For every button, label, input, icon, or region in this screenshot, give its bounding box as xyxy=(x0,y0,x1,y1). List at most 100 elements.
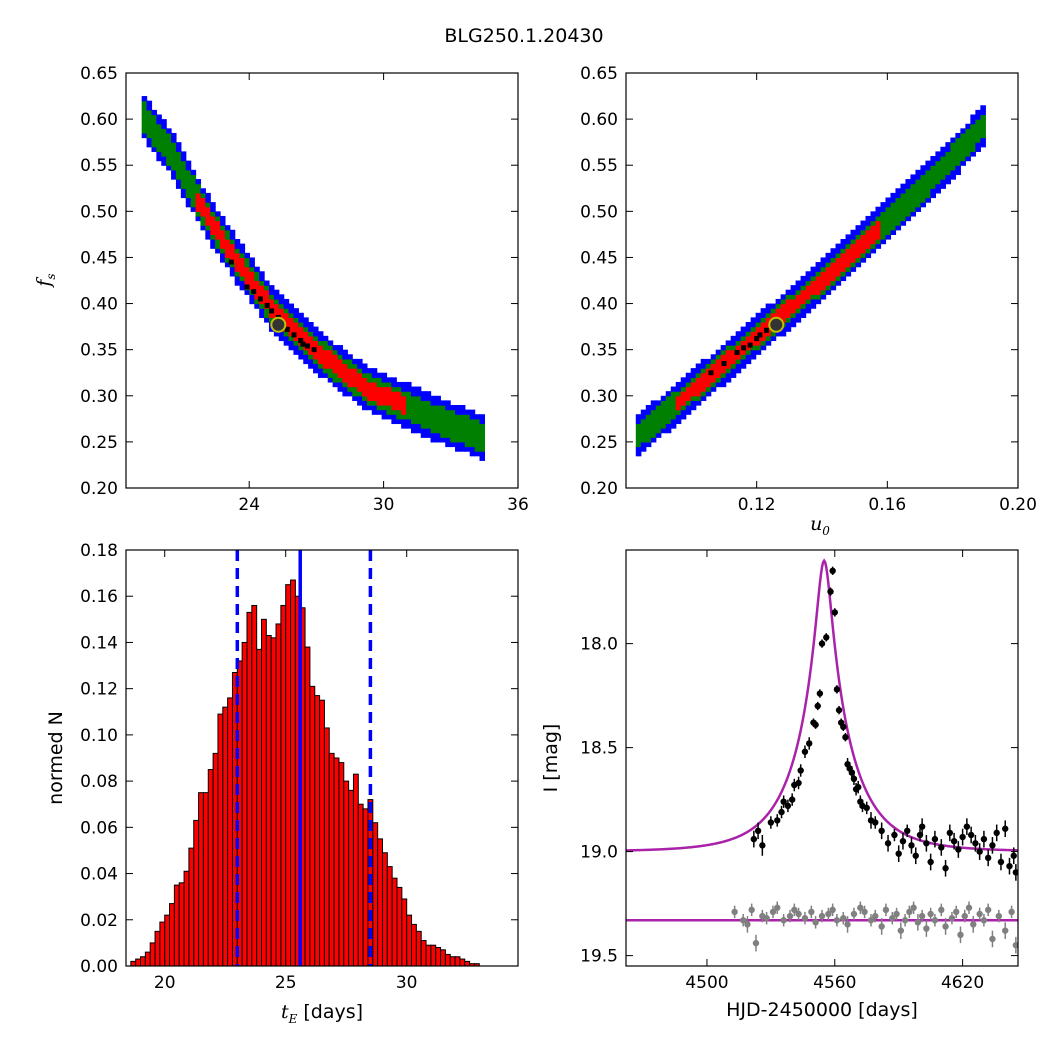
gray-data-point xyxy=(774,904,781,911)
mid-region-cell xyxy=(905,211,912,217)
mid-region-cell xyxy=(910,202,917,208)
outer-region-cell xyxy=(890,192,897,199)
outer-region-cell xyxy=(459,446,466,452)
mid-region-cell xyxy=(885,220,892,226)
mid-region-cell xyxy=(670,391,677,397)
mid-region-cell xyxy=(396,409,402,415)
mid-region-cell xyxy=(317,363,324,369)
mid-region-cell xyxy=(156,146,162,152)
outer-region-cell xyxy=(445,405,451,411)
inner-region-cell xyxy=(810,285,817,291)
mid-region-cell xyxy=(925,169,932,176)
outer-region-cell xyxy=(955,165,961,171)
histogram-bar xyxy=(164,914,171,967)
mid-region-cell xyxy=(175,160,182,166)
outer-region-cell xyxy=(735,331,742,337)
mid-region-cell xyxy=(425,405,432,411)
gray-data-point xyxy=(763,914,770,922)
outer-region-cell xyxy=(830,252,837,259)
mid-region-cell xyxy=(750,345,757,351)
x-tick-label: 25 xyxy=(275,973,297,993)
mid-region-cell xyxy=(195,211,202,217)
y-tick-label: 0.60 xyxy=(580,110,618,130)
outer-region-cell xyxy=(455,441,461,448)
mid-region-cell xyxy=(900,206,907,212)
mid-region-cell xyxy=(840,248,847,254)
inner-region-cell xyxy=(875,225,882,231)
inner-region-cell xyxy=(835,262,842,268)
mid-region-cell xyxy=(259,280,265,286)
inner-region-cell xyxy=(730,354,737,360)
inner-region-cell xyxy=(317,354,324,360)
mid-region-cell xyxy=(391,409,397,415)
inner-region-cell xyxy=(332,354,339,360)
outer-region-cell xyxy=(479,418,485,425)
outer-region-cell xyxy=(156,119,162,125)
mid-region-cell xyxy=(180,165,187,171)
mid-region-cell xyxy=(161,151,167,157)
mid-region-cell xyxy=(955,142,961,148)
outer-region-cell xyxy=(386,377,392,383)
gray-data-point xyxy=(786,912,794,920)
x-axis-label: u0 xyxy=(810,513,830,538)
gray-data-point xyxy=(752,939,760,947)
x-axis-label-symbol: t xyxy=(281,1001,289,1023)
outer-region-cell xyxy=(915,169,922,176)
outer-region-cell xyxy=(195,179,202,185)
outer-region-cell xyxy=(795,317,802,323)
mid-region-cell xyxy=(640,418,647,425)
mid-region-cell xyxy=(366,377,373,383)
core-region-cell xyxy=(304,343,310,349)
outer-region-cell xyxy=(234,243,241,249)
outer-region-cell xyxy=(415,428,422,434)
black-data-point xyxy=(989,842,996,849)
inner-region-cell xyxy=(342,377,348,383)
inner-region-cell xyxy=(715,358,722,365)
mid-region-cell xyxy=(890,202,897,208)
mid-region-cell xyxy=(420,405,427,411)
mid-region-cell xyxy=(655,423,662,429)
inner-region-cell xyxy=(401,400,407,406)
core-region-cell xyxy=(284,326,290,332)
inner-region-cell xyxy=(870,234,877,240)
histogram-bar xyxy=(348,789,354,967)
mid-region-cell xyxy=(890,215,897,222)
mid-region-cell xyxy=(920,183,927,189)
mid-region-cell xyxy=(171,156,177,162)
black-data-point xyxy=(891,831,898,839)
mid-region-cell xyxy=(965,142,971,148)
outer-region-cell xyxy=(391,381,397,388)
inner-region-cell xyxy=(313,354,319,360)
mid-region-cell xyxy=(790,294,797,300)
outer-region-cell xyxy=(156,151,162,157)
y-tick-label: 0.55 xyxy=(80,156,118,176)
inner-region-cell xyxy=(800,289,807,295)
mid-region-cell xyxy=(745,349,752,355)
outer-region-cell xyxy=(805,303,812,309)
mid-region-cell xyxy=(650,409,657,415)
inner-region-cell xyxy=(830,271,837,277)
inner-region-cell xyxy=(695,381,702,388)
mid-region-cell xyxy=(645,432,652,438)
inner-region-cell xyxy=(830,266,837,272)
y-axis-label-symbol: f xyxy=(33,277,55,289)
outer-region-cell xyxy=(910,179,917,185)
outer-region-cell xyxy=(357,400,363,406)
mid-region-cell xyxy=(420,409,427,415)
mid-region-cell xyxy=(960,151,966,157)
mid-region-cell xyxy=(410,395,417,401)
mid-region-cell xyxy=(655,428,662,434)
mid-region-cell xyxy=(455,432,461,438)
outer-region-cell xyxy=(161,160,167,166)
inner-region-cell xyxy=(780,303,787,309)
mid-region-cell xyxy=(975,119,981,125)
inner-region-cell xyxy=(264,289,270,295)
mid-region-cell xyxy=(885,206,892,212)
mid-region-cell xyxy=(970,142,976,148)
inner-region-cell xyxy=(327,354,334,360)
mid-region-cell xyxy=(945,165,951,171)
histogram-bar xyxy=(280,604,287,967)
outer-region-cell xyxy=(337,386,344,392)
outer-region-cell xyxy=(755,317,762,323)
histogram-bar xyxy=(198,792,204,967)
